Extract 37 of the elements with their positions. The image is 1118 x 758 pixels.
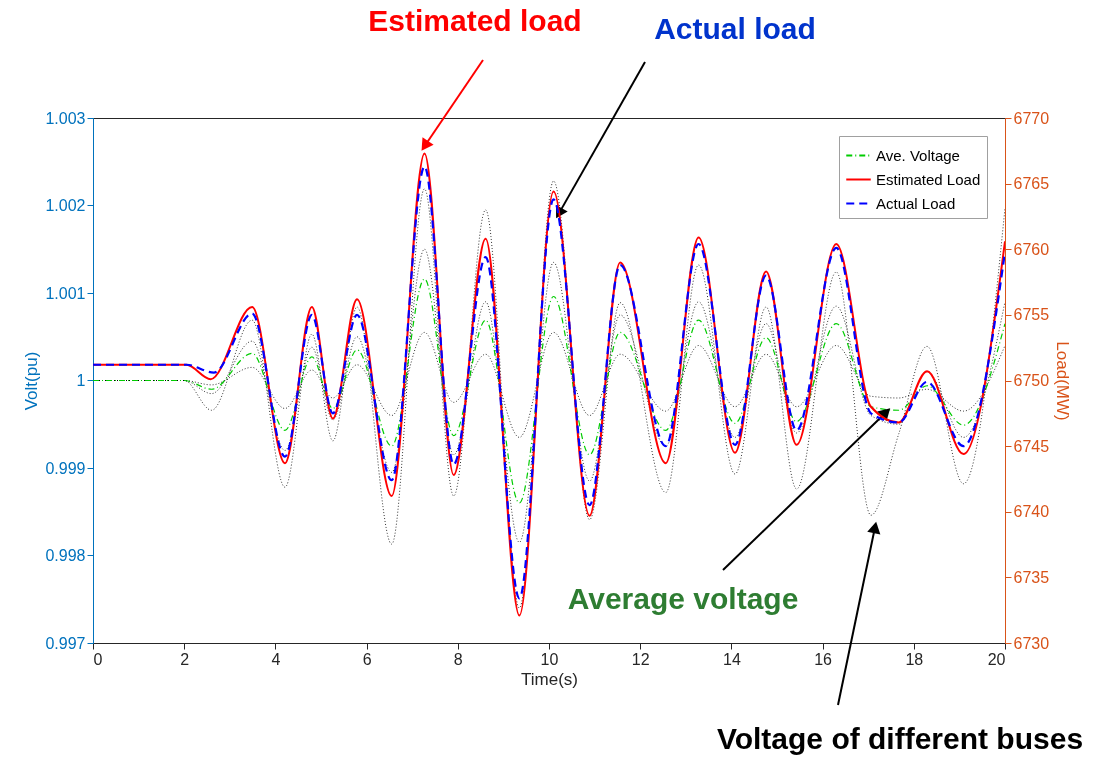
x-tick-label: 20 [987,650,1006,668]
y-tick-label: 0.998 [45,547,86,564]
y2-axis-title: Load(MW) [1053,341,1073,421]
y2-tick-label: 6735 [1013,568,1050,586]
y-tick-label: 1.003 [45,109,86,127]
y-tick-label: 0.999 [45,459,86,477]
y-axis-title: Volt(pu) [22,351,42,411]
x-tick-label: 16 [814,650,833,668]
legend-label: Actual Load [876,194,956,212]
y-tick-label: 1 [76,372,86,389]
y2-tick-label: 6760 [1013,240,1050,258]
y2-tick-label: 6745 [1013,437,1050,455]
x-tick-label: 12 [631,650,650,668]
x-tick-label: 10 [540,650,559,668]
annotation: Average voltage [567,582,799,615]
annotation: Estimated load [368,4,582,37]
y2-tick-label: 6750 [1013,372,1050,389]
x-tick-label: 8 [453,650,463,668]
annotation: Voltage of different buses [716,722,1084,755]
y-tick-label: 1.002 [45,197,86,214]
annotation: Actual load [654,12,816,45]
x-tick-label: 14 [723,650,741,668]
y2-tick-label: 6755 [1013,306,1050,324]
x-tick-label: 2 [180,650,190,668]
y2-tick-label: 6765 [1013,175,1050,193]
x-tick-label: 6 [362,650,372,668]
y2-tick-label: 6730 [1013,634,1050,652]
x-tick-label: 0 [93,650,103,668]
y2-tick-label: 6770 [1013,109,1050,127]
y-tick-label: 1.001 [45,284,86,302]
x-tick-label: 4 [271,650,281,668]
legend-label: Estimated Load [876,170,981,188]
y2-tick-label: 6740 [1013,503,1050,521]
x-tick-label: 18 [905,650,924,668]
legend-label: Ave. Voltage [876,146,960,164]
x-axis-title: Time(s) [521,669,578,689]
y-tick-label: 0.997 [45,634,86,652]
